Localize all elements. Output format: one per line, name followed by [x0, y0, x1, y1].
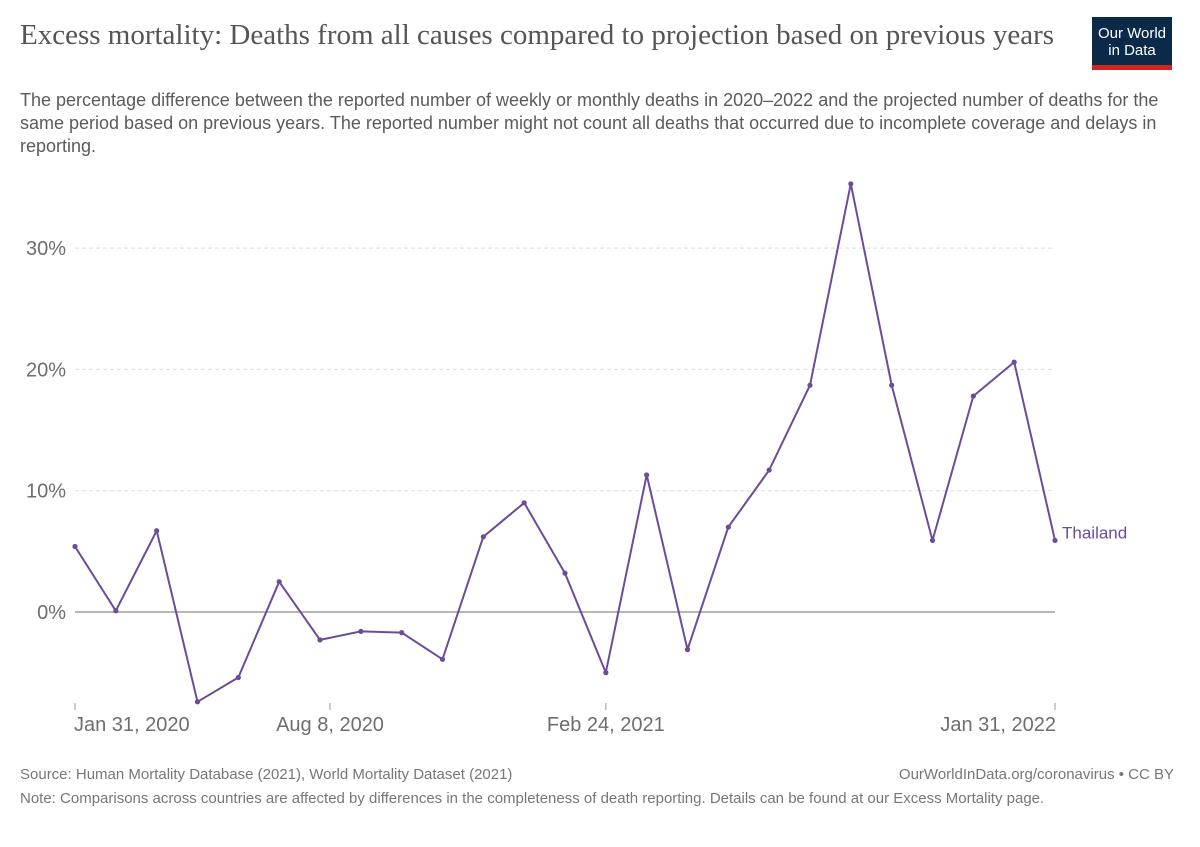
data-point — [276, 579, 282, 585]
data-point — [480, 534, 486, 540]
data-point — [766, 467, 772, 473]
data-point — [1052, 537, 1058, 544]
data-point — [399, 630, 405, 636]
data-point — [562, 570, 568, 576]
y-tick-label: 10% — [26, 481, 66, 503]
data-point — [684, 647, 691, 653]
data-point — [889, 382, 895, 388]
data-point — [194, 699, 201, 705]
data-point — [235, 674, 241, 681]
data-point — [644, 472, 650, 478]
note-text: Note: Comparisons across countries are a… — [20, 790, 1045, 807]
x-tick-label: Jan 31, 2022 — [940, 714, 1056, 736]
y-tick-label: 0% — [37, 602, 66, 624]
data-point — [929, 537, 936, 544]
x-tick-label: Jan 31, 2020 — [74, 714, 190, 736]
data-point — [970, 393, 976, 399]
data-point — [807, 382, 813, 388]
data-point — [113, 608, 119, 614]
owid-logo[interactable]: Our World in Data — [1092, 17, 1172, 70]
source-link[interactable]: OurWorldInData.org/coronavirus • CC BY — [898, 766, 1174, 783]
data-point — [358, 628, 364, 635]
data-point — [848, 181, 854, 187]
data-point — [1011, 359, 1017, 365]
data-point — [154, 528, 160, 534]
logo-line-2: in Data — [1108, 42, 1156, 59]
logo-line-1: Our World — [1097, 25, 1167, 42]
source-text: Source: Human Mortality Database (2021),… — [20, 766, 513, 783]
y-tick-label: 30% — [26, 238, 66, 260]
chart-title: Excess mortality: Deaths from all causes… — [20, 19, 1055, 51]
chart-subtitle: The percentage difference between the re… — [20, 90, 1159, 156]
data-point — [439, 656, 446, 662]
x-tick-label: Aug 8, 2020 — [276, 714, 384, 736]
series-line-thailand — [74, 182, 1056, 703]
data-point — [603, 670, 609, 676]
data-point — [72, 543, 78, 550]
data-point — [725, 524, 731, 530]
data-point — [521, 500, 527, 506]
x-tick-label: Feb 24, 2021 — [547, 714, 665, 736]
data-point — [317, 637, 323, 643]
logo-red-bar — [1092, 65, 1172, 70]
series-label-thailand: Thailand — [1062, 523, 1127, 542]
y-tick-label: 20% — [26, 359, 66, 381]
